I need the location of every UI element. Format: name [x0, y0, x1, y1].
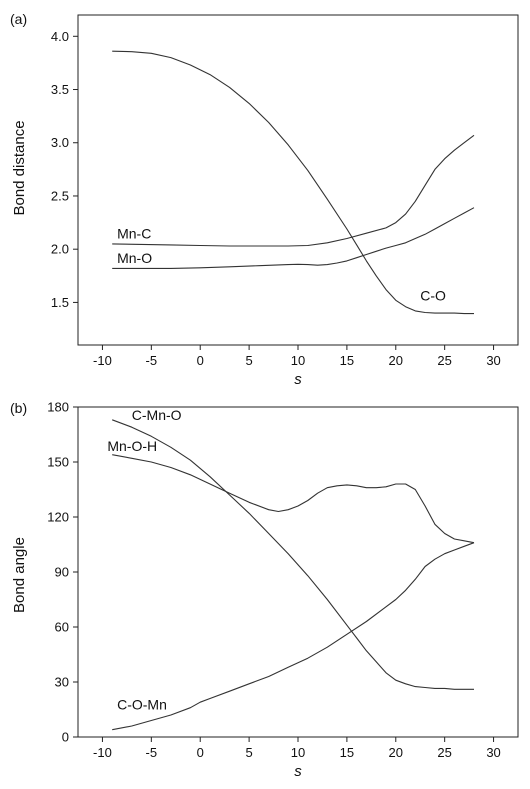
panel-b-series-mn-o-h-label: Mn-O-H — [107, 438, 157, 454]
panel-b-x-tick-label: 0 — [197, 745, 204, 760]
panel-b-x-tick-label: -5 — [146, 745, 158, 760]
panel-a-series-mn-o-line — [112, 207, 475, 269]
panel-b-series-mn-o-h-line — [112, 454, 475, 544]
panel-a-x-tick-label: 0 — [197, 353, 204, 368]
panel-a-series-c-o-line — [112, 50, 474, 315]
panel-a-x-tick-label: 10 — [291, 353, 305, 368]
panel-a-x-tick-label: -10 — [93, 353, 112, 368]
panel-b-y-tick-label: 180 — [47, 400, 69, 415]
panel-b-y-tick-label: 60 — [55, 620, 69, 635]
panel-a-series-mn-c-line — [112, 134, 475, 247]
panel-b-x-tick-label: 5 — [245, 745, 252, 760]
panel-a-x-tick-label: 20 — [389, 353, 403, 368]
panel-b-label: (b) — [10, 400, 27, 416]
panel-b-y-tick-label: 120 — [47, 510, 69, 525]
panel-b-x-tick-label: 10 — [291, 745, 305, 760]
panel-a-series-c-o-label: C-O — [420, 287, 446, 303]
panel-b-series-c-o-mn-line — [112, 542, 475, 731]
panel-b-x-tick-label: 15 — [340, 745, 354, 760]
panel-a-x-tick-label: 30 — [486, 353, 500, 368]
panel-b-series-c-mn-o-line — [112, 419, 474, 690]
panel-b: (b) -10 -5 0 5 10 15 20 25 30 0 30 60 90 120 150 180 C-M… — [10, 400, 519, 780]
panel-a-x-tick-label: 5 — [245, 353, 252, 368]
panel-b-y-axis-title: Bond angle — [11, 537, 28, 613]
panel-a-y-tick-label: 3.5 — [51, 82, 69, 97]
panel-b-x-tick-label: 25 — [437, 745, 451, 760]
panel-b-y-tick-label: 30 — [55, 675, 69, 690]
panel-b-y-tick-label: 90 — [55, 565, 69, 580]
panel-b-x-tick-label: 30 — [486, 745, 500, 760]
panel-a-y-axis-title: Bond distance — [11, 120, 28, 215]
panel-a-series-mn-o-label: Mn-O — [117, 250, 152, 266]
panel-a-y-tick-label: 4.0 — [51, 29, 69, 44]
panel-a-y-tick-label: 3.0 — [51, 135, 69, 150]
panel-b-series-c-o-mn-label: C-O-Mn — [117, 697, 167, 713]
panel-a-label: (a) — [10, 11, 27, 27]
panel-a-x-axis-title: s — [294, 371, 302, 388]
panel-b-y-tick-label: 150 — [47, 455, 69, 470]
panel-a-plot-frame — [77, 14, 519, 346]
panel-a-y-tick-label: 1.5 — [51, 295, 69, 310]
panel-a-x-tick-label: 15 — [340, 353, 354, 368]
panel-a-marks: -10 -5 0 5 10 15 20 25 30 1.5 2.0 2.5 3.0 3.5 4.0 C-O Mn… — [51, 29, 501, 368]
panel-b-y-tick-label: 0 — [62, 730, 69, 745]
panel-a-x-tick-label: -5 — [146, 353, 158, 368]
panel-b-x-tick-label: -10 — [93, 745, 112, 760]
panel-b-series-c-mn-o-label: C-Mn-O — [132, 407, 182, 423]
panel-b-marks: -10 -5 0 5 10 15 20 25 30 0 30 60 90 120 150 180 C-Mn-O M… — [47, 400, 500, 761]
panel-a-y-tick-label: 2.0 — [51, 242, 69, 257]
panel-a-x-tick-label: 25 — [437, 353, 451, 368]
panel-a-series-mn-c-label: Mn-C — [117, 226, 151, 242]
panel-a-y-tick-label: 2.5 — [51, 188, 69, 203]
panel-b-plot-frame — [77, 406, 519, 738]
panel-b-x-tick-label: 20 — [389, 745, 403, 760]
panel-b-x-axis-title: s — [294, 763, 302, 780]
panel-a: (a) -10 -5 0 5 10 15 20 25 30 1.5 2.0 2.5 3.0 3.5 4.0 C… — [10, 11, 519, 388]
